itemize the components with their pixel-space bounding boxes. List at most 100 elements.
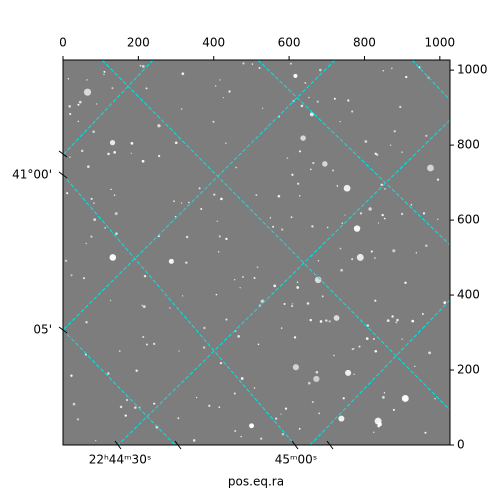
star: [125, 398, 129, 402]
star: [68, 105, 71, 108]
star: [219, 79, 221, 81]
star: [353, 347, 355, 350]
star: [281, 228, 284, 231]
star: [257, 343, 260, 346]
star: [436, 178, 440, 181]
star: [291, 173, 294, 176]
star: [213, 193, 216, 196]
star: [399, 105, 402, 109]
star: [208, 404, 211, 407]
star: [103, 70, 106, 73]
world-tick: [326, 440, 334, 450]
star: [198, 187, 201, 190]
star: [235, 166, 238, 169]
star: [215, 85, 217, 87]
star: [118, 350, 121, 352]
star: [381, 213, 384, 217]
star: [312, 161, 315, 165]
star: [142, 305, 146, 309]
star: [104, 227, 106, 229]
star: [203, 326, 206, 330]
star: [113, 151, 116, 154]
world-y-tick-label: 41°00': [12, 168, 52, 182]
star: [318, 412, 321, 415]
world-tick: [174, 440, 182, 450]
star: [384, 188, 386, 190]
star: [78, 100, 82, 104]
star: [306, 302, 310, 305]
star: [107, 152, 110, 156]
star: [225, 142, 227, 144]
star: [415, 252, 418, 254]
star: [69, 156, 71, 158]
star: [328, 320, 331, 323]
star: [253, 277, 256, 280]
star: [410, 203, 413, 206]
star: [181, 72, 185, 76]
star: [107, 372, 110, 375]
star: [67, 77, 70, 80]
star: [124, 414, 127, 417]
star: [284, 407, 288, 410]
star: [291, 303, 294, 305]
star: [289, 62, 292, 65]
star: [195, 396, 198, 399]
star: [80, 149, 84, 153]
star: [365, 337, 369, 340]
star: [83, 88, 92, 96]
star: [296, 286, 300, 289]
world-tick: [58, 171, 68, 179]
star: [177, 417, 180, 420]
star: [291, 305, 294, 308]
star: [143, 274, 147, 278]
grid-line: [62, 59, 154, 156]
star: [351, 348, 354, 351]
star: [157, 124, 161, 128]
star: [72, 402, 76, 406]
star: [93, 218, 97, 222]
y-tick-label: 800: [457, 138, 480, 152]
star: [400, 212, 404, 216]
star: [269, 217, 272, 219]
star: [300, 104, 304, 108]
grid-line: [309, 299, 451, 446]
star: [169, 307, 171, 309]
world-tick: [291, 440, 299, 450]
star: [286, 157, 289, 159]
star: [443, 301, 447, 305]
star: [95, 103, 98, 105]
star: [437, 218, 439, 221]
star: [311, 225, 314, 228]
star: [333, 97, 336, 100]
star: [326, 226, 329, 229]
grid-line: [62, 174, 296, 446]
star: [368, 207, 372, 211]
star: [358, 345, 361, 348]
star: [414, 365, 416, 367]
star: [342, 397, 345, 400]
star: [261, 107, 264, 109]
x-tick-label: 1000: [425, 36, 456, 50]
star: [64, 259, 68, 262]
star: [110, 188, 112, 191]
star: [242, 62, 245, 65]
star: [401, 338, 403, 340]
star: [332, 169, 334, 172]
star: [180, 108, 183, 110]
star: [321, 295, 324, 298]
star: [83, 277, 85, 280]
star: [396, 318, 399, 322]
star: [272, 225, 275, 228]
star: [69, 112, 72, 116]
star: [280, 327, 283, 329]
star: [218, 406, 221, 409]
star: [87, 165, 90, 168]
star: [370, 250, 373, 253]
star: [218, 235, 221, 238]
star: [85, 321, 88, 324]
star: [70, 274, 73, 277]
star: [338, 415, 345, 422]
x-tick-label: 0: [59, 36, 67, 50]
star: [292, 364, 299, 371]
